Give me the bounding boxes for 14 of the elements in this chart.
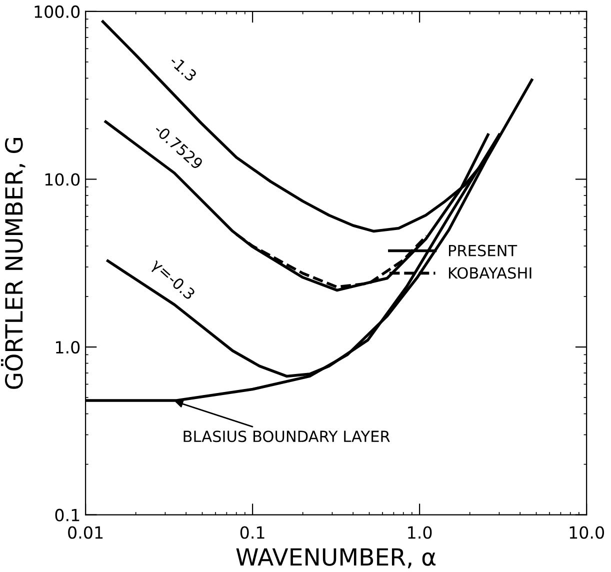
annotation: BLASIUS BOUNDARY LAYER bbox=[184, 430, 390, 442]
y-tick-label: 100.0 bbox=[34, 5, 80, 18]
legend-label: PRESENT bbox=[448, 244, 518, 256]
x-axis-title: WAVENUMBER, α bbox=[236, 548, 436, 568]
y-tick-label: 10.0 bbox=[45, 173, 80, 186]
x-tick-label: 10.0 bbox=[570, 526, 604, 539]
x-tick-label: 0.01 bbox=[68, 526, 103, 539]
y-tick-label: 1.0 bbox=[56, 340, 80, 354]
x-tick-label: 1.0 bbox=[408, 526, 432, 539]
x-tick-label: 0.1 bbox=[240, 526, 264, 539]
y-tick-label: 0.1 bbox=[55, 508, 80, 522]
legend-label: KOBAYASHI bbox=[448, 267, 532, 279]
annotation: -1.3 bbox=[168, 54, 198, 82]
y-axis-title: GÖRTLER NUMBER, G bbox=[0, 138, 26, 389]
